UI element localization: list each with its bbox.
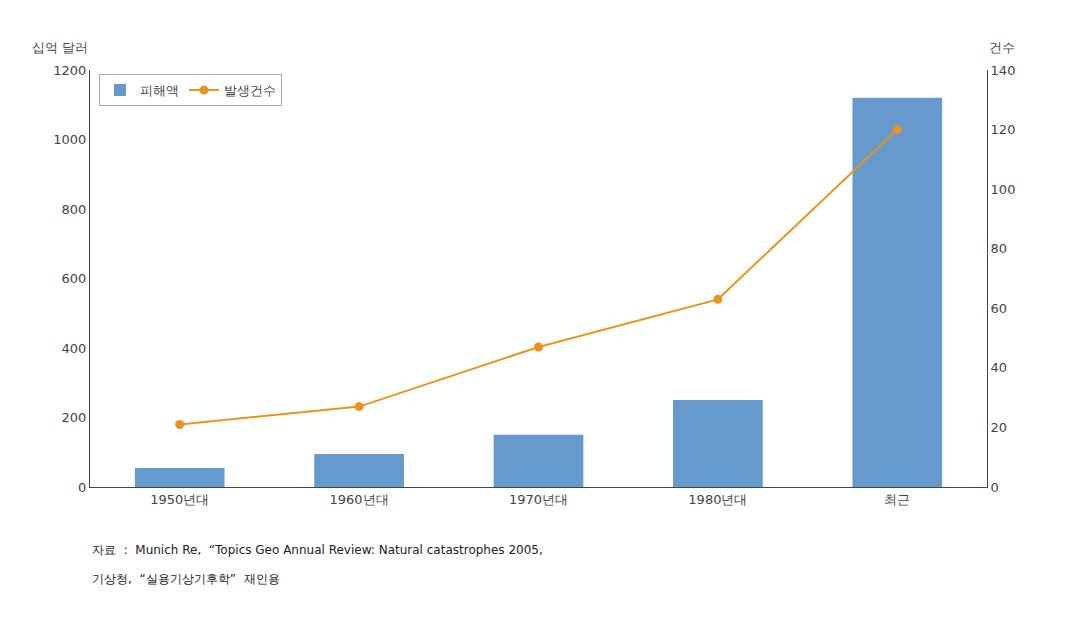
svg-text:1980년대: 1980년대 xyxy=(688,492,747,507)
svg-text:400: 400 xyxy=(62,341,87,356)
svg-text:100: 100 xyxy=(991,182,1016,197)
svg-text:0: 0 xyxy=(78,480,86,495)
svg-text:발생건수: 발생건수 xyxy=(224,83,276,98)
svg-text:1970년대: 1970년대 xyxy=(509,492,568,507)
svg-text:200: 200 xyxy=(62,410,87,425)
svg-text:1000: 1000 xyxy=(53,132,86,147)
svg-text:1960년대: 1960년대 xyxy=(330,492,389,507)
svg-text:20: 20 xyxy=(991,420,1008,435)
svg-text:1200: 1200 xyxy=(53,63,86,78)
svg-text:십억 달러: 십억 달러 xyxy=(32,40,88,55)
svg-text:최근: 최근 xyxy=(884,492,910,507)
svg-text:0: 0 xyxy=(991,480,999,495)
svg-text:80: 80 xyxy=(991,241,1008,256)
svg-text:1950년대: 1950년대 xyxy=(150,492,209,507)
svg-text:120: 120 xyxy=(991,122,1016,137)
svg-text:140: 140 xyxy=(991,63,1016,78)
svg-text:60: 60 xyxy=(991,301,1008,316)
svg-text:기상청, “실용기상기후학” 재인용: 기상청, “실용기상기후학” 재인용 xyxy=(92,572,280,586)
svg-text:건수: 건수 xyxy=(989,40,1015,55)
svg-text:600: 600 xyxy=(62,271,87,286)
svg-text:자료 : Munich Re, “Topics Geo: 자료 : Munich Re, “Topics Geo Annual Revie… xyxy=(92,543,543,557)
svg-text:800: 800 xyxy=(62,202,87,217)
svg-text:40: 40 xyxy=(991,360,1008,375)
svg-text:피해액: 피해액 xyxy=(140,83,179,98)
